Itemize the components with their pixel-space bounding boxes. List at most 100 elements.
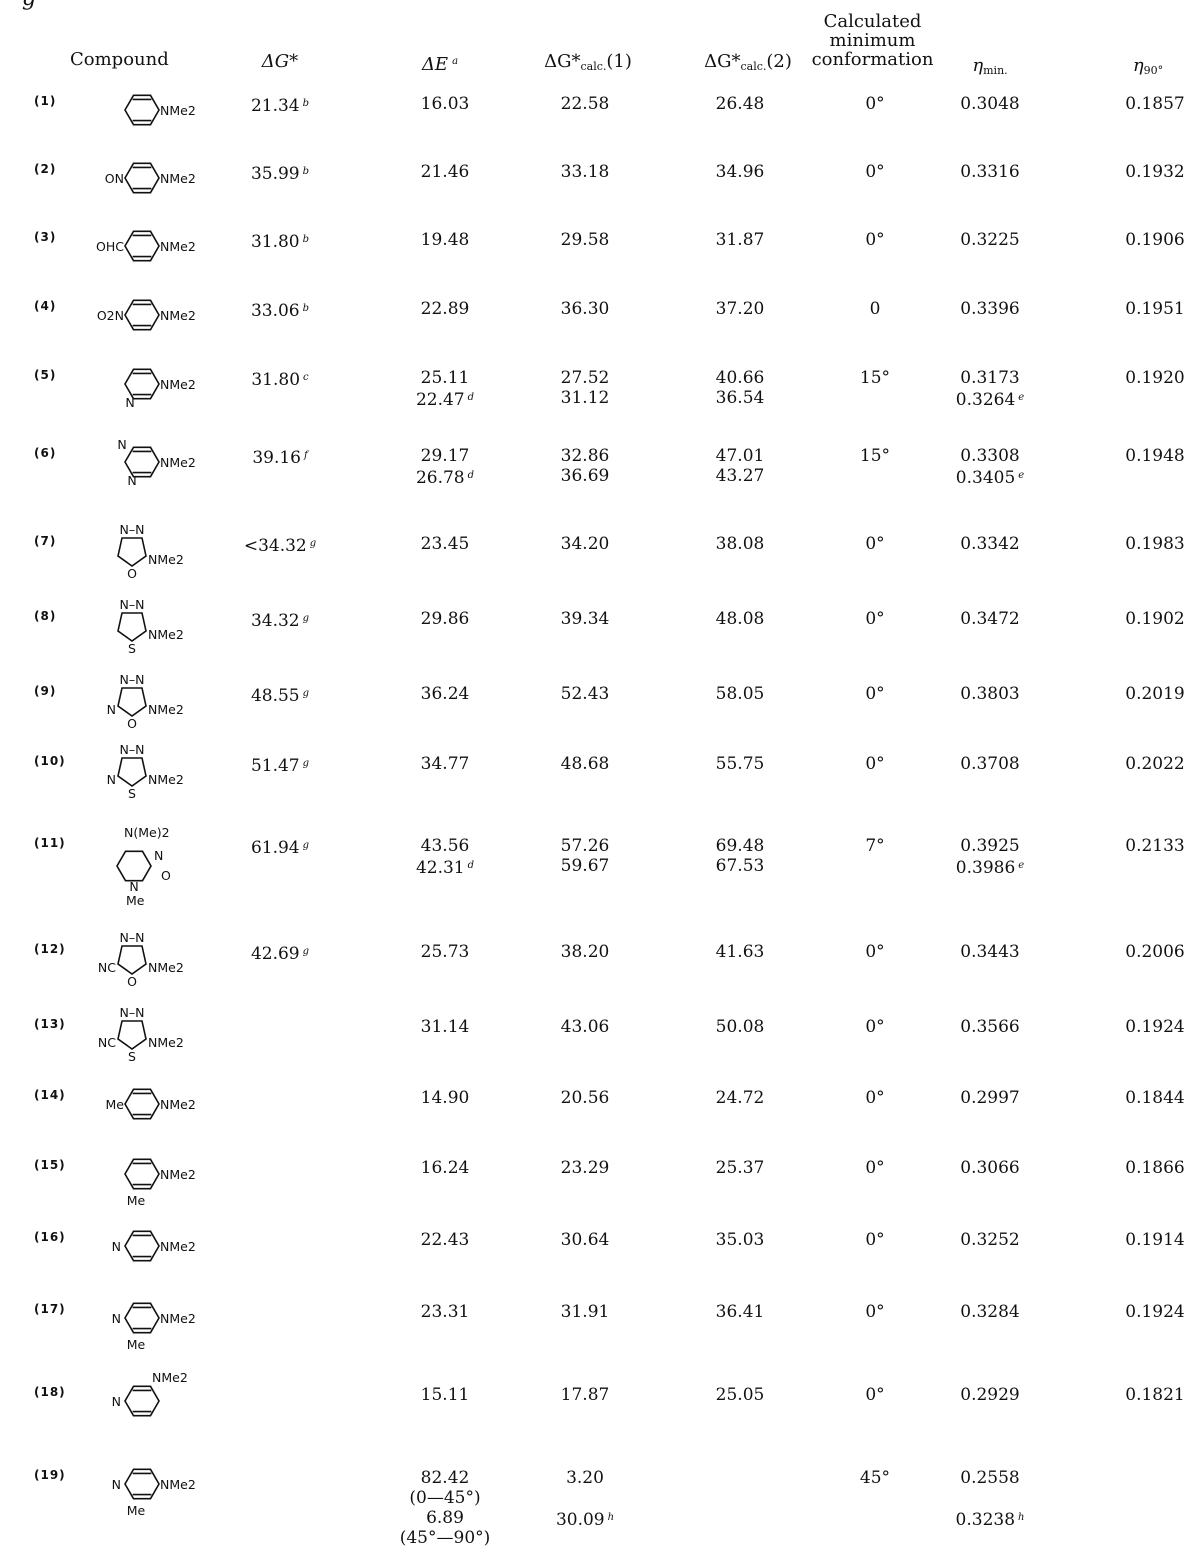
- calc1-cell: 22.58: [530, 94, 640, 114]
- calc2-cell-value: 50.08: [715, 1017, 765, 1037]
- footnote-marker: d: [467, 860, 475, 871]
- footnote-marker: b: [302, 98, 310, 109]
- calc1-cell-value: 33.18: [560, 162, 610, 182]
- calc1-cell-line: 20.56: [530, 1088, 640, 1108]
- calc1-cell-line: [530, 1488, 640, 1508]
- eta-90-cell: 0.1914: [1125, 1230, 1185, 1250]
- calc1-cell-line: 31.12: [530, 388, 640, 408]
- ring-bonds: [124, 230, 160, 262]
- eta-min-cell-value: 0.3308: [960, 446, 1020, 466]
- footnote-marker: f: [303, 450, 308, 461]
- nn-label: N–N: [120, 1005, 145, 1020]
- calc2-cell: 24.72: [685, 1088, 795, 1108]
- calc1-cell-value: 39.34: [560, 609, 610, 629]
- ring-n-label: N: [117, 437, 126, 452]
- heteroatom-label: O: [127, 716, 137, 731]
- dg-value: <34.32: [243, 536, 307, 556]
- calc2-cell-line: 25.37: [685, 1158, 795, 1178]
- eta-min-cell-value: 0.3472: [960, 609, 1020, 629]
- footnote-marker: d: [467, 470, 475, 481]
- compound-structure: N–N S NMe2 NC: [98, 1005, 184, 1064]
- conformation-cell: 0°: [865, 1302, 885, 1322]
- calc1-cell-value: 36.69: [560, 466, 610, 486]
- eta-min-cell: 0.3316: [945, 162, 1035, 182]
- calc2-cell-value: 37.20: [715, 299, 765, 319]
- de-cell-line: 16.24: [390, 1158, 500, 1178]
- eta-min-cell-line: [945, 1488, 1035, 1508]
- substituent-label: ON: [105, 171, 124, 186]
- eta-min-cell: 0.3252: [945, 1230, 1035, 1250]
- eta-min-cell-value: 0.3925: [960, 836, 1020, 856]
- calc2-cell-line: 55.75: [685, 754, 795, 774]
- eta-min-cell: 0.3396: [945, 299, 1035, 319]
- de-cell-line: 14.90: [390, 1088, 500, 1108]
- calc1-cell-line: 32.86: [530, 446, 640, 466]
- compound-number: (12): [34, 942, 66, 956]
- nme2-label: NMe2: [148, 702, 184, 717]
- eta-min-cell-value: 0.3708: [960, 754, 1020, 774]
- eta-min-cell: 0.3342: [945, 534, 1035, 554]
- conformation-cell: 0°: [865, 942, 885, 962]
- calc2-cell-value: 24.72: [715, 1088, 765, 1108]
- eta-min-cell-line: 0.3443: [945, 942, 1035, 962]
- eta-min-cell-line: 0.3342: [945, 534, 1035, 554]
- eta-min-cell-value: 0.3443: [960, 942, 1020, 962]
- substituent-label: OHC: [96, 239, 124, 254]
- calc1-cell-value: 30.64: [560, 1230, 610, 1250]
- de-cell: 25.73: [390, 942, 500, 962]
- calc2-cell: 58.05: [685, 684, 795, 704]
- calc2-cell-line: 34.96: [685, 162, 795, 182]
- calc2-cell-value: 26.48: [715, 94, 765, 114]
- de-cell-line: 25.73: [390, 942, 500, 962]
- col-compound-header: Compound: [70, 49, 169, 70]
- compound-structure: NMe2 O2N: [97, 299, 196, 331]
- footnote-marker: g: [302, 613, 310, 624]
- eta-min-cell: 0.2997: [945, 1088, 1035, 1108]
- calc1-cell-line: 36.69: [530, 466, 640, 486]
- conformation-cell: 0°: [865, 1158, 885, 1178]
- de-cell-line: 29.17: [390, 446, 500, 466]
- dg-value: 61.94: [250, 838, 300, 858]
- eta-min-cell-value: 0.2929: [960, 1385, 1020, 1405]
- eta-min-cell-value: 0.3066: [960, 1158, 1020, 1178]
- compound-structure: N–N S NMe2 N: [107, 742, 184, 801]
- calc1-cell: 17.87: [530, 1385, 640, 1405]
- de-cell-line: 34.77: [390, 754, 500, 774]
- compound-structure: NMe2 N: [112, 1370, 188, 1417]
- calc1-cell-line: 22.58: [530, 94, 640, 114]
- calc2-cell-value: 25.05: [715, 1385, 765, 1405]
- ring-bonds: [124, 94, 160, 126]
- dg-cell: 39.16 f: [230, 446, 330, 468]
- de-cell: 25.11 22.47 d: [390, 368, 500, 410]
- col-de-header: ΔE a: [421, 54, 459, 75]
- eta-min-cell-value: 0.2997: [960, 1088, 1020, 1108]
- de-cell: 82.42 (0—45°) 6.89 (45°—90°): [390, 1468, 500, 1548]
- eta-min-cell-line: 0.3925: [945, 836, 1035, 856]
- calc1-cell-value: 57.26: [560, 836, 610, 856]
- de-cell-line: (45°—90°): [390, 1528, 500, 1548]
- calc2-cell: 26.48: [685, 94, 795, 114]
- eta-min-cell: 0.3566: [945, 1017, 1035, 1037]
- eta-min-cell-line: 0.3708: [945, 754, 1035, 774]
- calc2-cell-line: 43.27: [685, 466, 795, 486]
- dg-value: 35.99: [250, 164, 300, 184]
- eta-min-cell-line: 0.3308: [945, 446, 1035, 466]
- de-cell-line: 31.14: [390, 1017, 500, 1037]
- de-cell: 14.90: [390, 1088, 500, 1108]
- compound-structure: NMe2 OHC: [96, 230, 196, 262]
- calc2-cell-value: 35.03: [715, 1230, 765, 1250]
- compound-structure: NMe2 Me N: [112, 1302, 196, 1352]
- calc2-cell-line: 37.20: [685, 299, 795, 319]
- de-cell-value: 19.48: [420, 230, 470, 250]
- eta-min-cell-value: 0.3803: [960, 684, 1020, 704]
- calc1-cell-line: 3.20: [530, 1468, 640, 1488]
- compound-structure: NMe2 Me N: [112, 1468, 196, 1518]
- calc1-cell: 20.56: [530, 1088, 640, 1108]
- calc1-cell-value: 20.56: [560, 1088, 610, 1108]
- dg-cell: 42.69 g: [230, 942, 330, 964]
- dg-cell: 51.47 g: [230, 754, 330, 776]
- nme2-label: NMe2: [160, 1167, 196, 1182]
- compound-number: (6): [34, 446, 57, 460]
- calc1-cell: 43.06: [530, 1017, 640, 1037]
- calc2-cell-value: 43.27: [715, 466, 765, 486]
